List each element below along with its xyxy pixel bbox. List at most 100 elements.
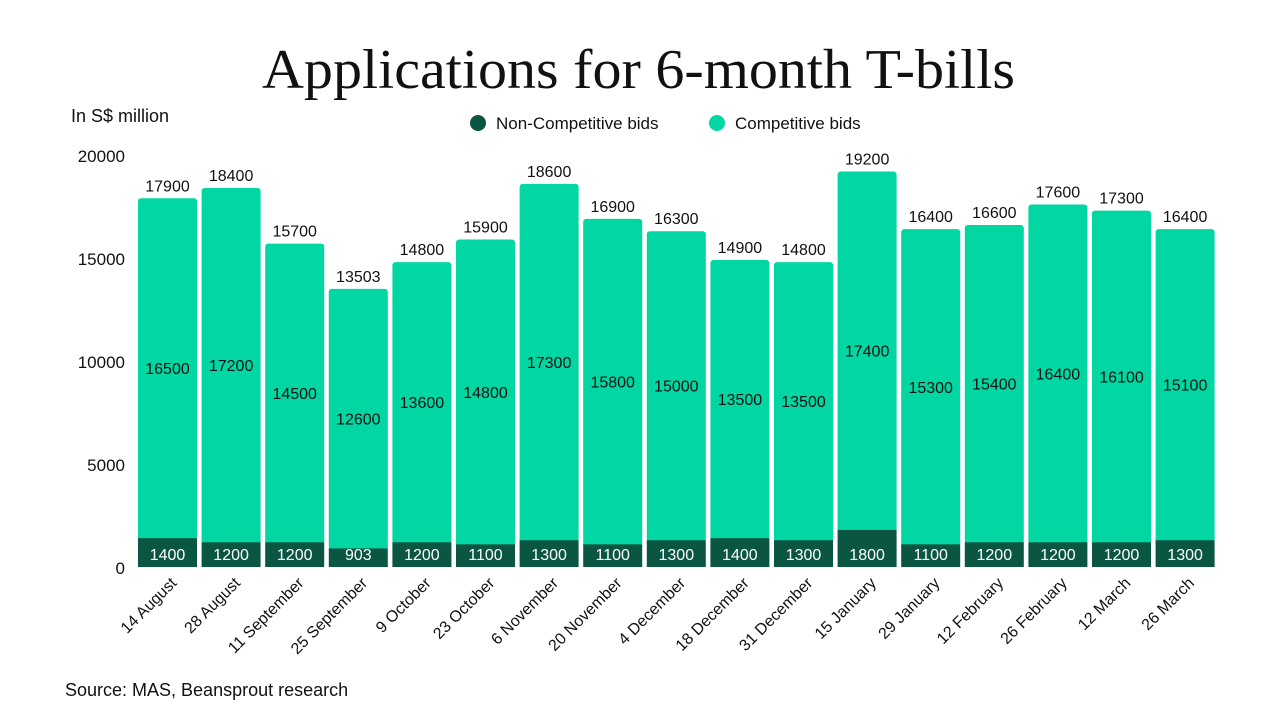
non-competitive-label: 1400 [722, 547, 758, 564]
competitive-label: 15000 [654, 379, 699, 396]
competitive-label: 15100 [1163, 378, 1208, 395]
bar-non-competitive [519, 540, 579, 567]
non-competitive-label: 1200 [277, 547, 313, 564]
total-label: 14800 [400, 242, 445, 259]
total-label: 15700 [272, 224, 317, 241]
bar-competitive [265, 243, 325, 545]
bar-non-competitive [328, 548, 388, 567]
total-label: 13503 [336, 269, 381, 286]
competitive-label: 16400 [1036, 366, 1081, 383]
total-label: 16900 [590, 199, 635, 216]
bar-non-competitive [710, 538, 770, 567]
total-label: 17600 [1036, 184, 1081, 201]
competitive-label: 13600 [400, 395, 445, 412]
competitive-label: 16100 [1099, 369, 1144, 386]
total-label: 14800 [781, 242, 826, 259]
bar-non-competitive [646, 540, 706, 567]
x-tick-label: 23 October [430, 574, 498, 642]
x-tick-label: 9 October [373, 574, 435, 636]
bar-competitive [392, 262, 452, 545]
bar-competitive [710, 260, 770, 541]
bar-non-competitive [583, 544, 643, 567]
bar-non-competitive [837, 529, 897, 567]
non-competitive-label: 1100 [595, 547, 630, 564]
bar-non-competitive [1092, 542, 1151, 567]
non-competitive-label: 1200 [977, 547, 1013, 564]
competitive-label: 13500 [718, 392, 763, 409]
total-label: 15900 [463, 219, 508, 236]
legend-label-non-competitive: Non-Competitive bids [496, 114, 659, 133]
total-label: 16300 [654, 211, 699, 228]
bar-competitive [201, 187, 261, 545]
y-tick-label: 5000 [87, 456, 125, 475]
x-tick-label: 12 February [934, 575, 1007, 648]
bar-competitive [774, 262, 833, 543]
total-label: 17900 [145, 178, 190, 195]
competitive-label: 15800 [590, 375, 635, 392]
bars: 17900 16500 1400 18400 17200 1200 15700 14500 12… [138, 151, 1215, 567]
non-competitive-label: 1100 [913, 547, 948, 564]
bar-competitive [519, 183, 579, 543]
non-competitive-label: 1300 [659, 547, 695, 564]
non-competitive-label: 1400 [150, 547, 186, 564]
legend-swatch-competitive [709, 115, 725, 131]
competitive-label: 12600 [336, 412, 381, 429]
bar-competitive [1155, 229, 1215, 543]
bar-non-competitive [901, 544, 961, 567]
competitive-label: 17300 [527, 355, 572, 372]
total-label: 18400 [209, 168, 254, 185]
competitive-label: 14500 [272, 386, 317, 403]
bar-non-competitive [1028, 542, 1088, 567]
non-competitive-label: 1100 [468, 547, 503, 564]
competitive-label: 15300 [908, 380, 953, 397]
total-label: 16400 [1163, 209, 1208, 226]
x-tick-label: 15 January [812, 575, 880, 643]
total-label: 18600 [527, 164, 572, 181]
bar-competitive [583, 218, 643, 547]
total-label: 16400 [908, 209, 953, 226]
bar-competitive [1092, 210, 1151, 545]
y-tick-label: 0 [116, 559, 125, 578]
competitive-label: 14800 [463, 385, 508, 402]
bar-non-competitive [201, 542, 261, 567]
y-axis: 0 5000 10000 15000 20000 [78, 147, 125, 578]
bar-competitive [964, 225, 1024, 545]
bar-non-competitive [456, 544, 515, 567]
bar-non-competitive [1155, 540, 1215, 567]
competitive-label: 13500 [781, 394, 826, 411]
competitive-label: 15400 [972, 377, 1017, 394]
bar-competitive [328, 288, 388, 551]
legend-swatch-non-competitive [470, 115, 486, 131]
bar-non-competitive [265, 542, 325, 567]
bar-competitive [1028, 204, 1088, 545]
bar-non-competitive [774, 540, 833, 567]
non-competitive-label: 1300 [786, 547, 822, 564]
y-tick-label: 15000 [78, 250, 125, 269]
bar-non-competitive [964, 542, 1024, 567]
non-competitive-label: 1300 [531, 547, 567, 564]
x-tick-label: 26 February [998, 575, 1071, 648]
bar-competitive [138, 198, 197, 541]
x-tick-label: 12 March [1075, 575, 1134, 634]
non-competitive-label: 1200 [1104, 547, 1140, 564]
legend: Non-Competitive bids Competitive bids [470, 114, 861, 133]
bar-non-competitive [392, 542, 452, 567]
bar-non-competitive [138, 538, 197, 567]
y-tick-label: 10000 [78, 353, 125, 372]
source-note: Source: MAS, Beansprout research [65, 680, 348, 700]
total-label: 19200 [845, 151, 890, 168]
bar-competitive [837, 171, 897, 532]
y-axis-label: In S$ million [71, 106, 169, 126]
non-competitive-label: 1200 [404, 547, 440, 564]
chart-title: Applications for 6-month T-bills [262, 39, 1015, 101]
non-competitive-label: 1200 [1040, 547, 1076, 564]
competitive-label: 16500 [145, 361, 190, 378]
total-label: 17300 [1099, 191, 1144, 208]
competitive-label: 17200 [209, 358, 254, 375]
x-tick-label: 26 March [1139, 575, 1198, 634]
x-tick-label: 14 August [118, 574, 181, 637]
x-tick-label: 28 August [182, 574, 245, 637]
non-competitive-label: 1300 [1167, 547, 1203, 564]
